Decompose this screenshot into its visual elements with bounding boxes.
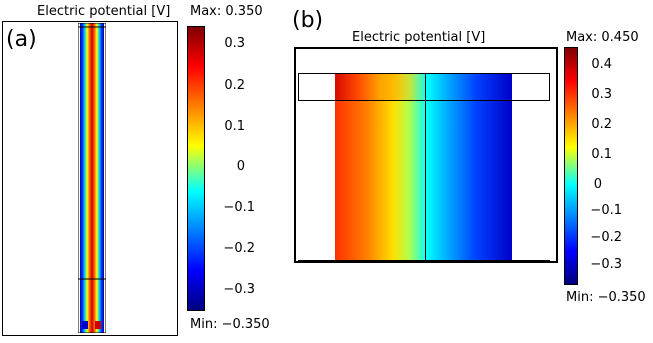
panel-b-ticks: 0.4 0.3 0.2 0.1 0 −0.1 −0.2 −0.3 (578, 47, 648, 285)
panel-b-field (298, 73, 550, 261)
panel-b-tick: 0.1 (591, 147, 612, 162)
panel-b-tick: 0.3 (591, 87, 612, 102)
panel-b-frame (294, 47, 558, 263)
panel-a-tick: −0.2 (223, 241, 255, 256)
panel-a-letter: (a) (6, 27, 37, 52)
panel-a-tick: 0.3 (224, 36, 245, 51)
panel-b-min-label: Min: −0.350 (566, 290, 646, 305)
panel-a-min-label: Min: −0.350 (190, 317, 270, 332)
panel-b-letter: (b) (292, 8, 324, 33)
panel-b-max-label: Max: 0.450 (566, 30, 639, 45)
panel-a-tick: −0.1 (223, 200, 255, 215)
panel-a-colorbar (187, 26, 205, 311)
panel-b-colorbar (564, 47, 578, 285)
panel-b-tick: −0.1 (590, 203, 622, 218)
panel-a-frame (2, 21, 178, 336)
panel-b-tick: 0 (593, 177, 602, 192)
panel-a-title: Electric potential [V] (37, 4, 171, 19)
panel-a-tick: −0.3 (223, 282, 255, 297)
panel-a-tick: 0.1 (224, 119, 245, 134)
panel-b-tick: −0.3 (590, 257, 622, 272)
panel-a-max-label: Max: 0.350 (190, 4, 263, 19)
panel-a-ticks: 0.3 0.2 0.1 0 −0.1 −0.2 −0.3 (205, 26, 265, 311)
panel-a-tick: 0 (236, 159, 245, 174)
panel-a-tick: 0.2 (224, 78, 245, 93)
panel-b-title: Electric potential [V] (352, 30, 486, 45)
panel-b-tick: 0.2 (591, 117, 612, 132)
panel-b-tick: 0.4 (591, 57, 612, 72)
panel-a-field (78, 23, 106, 333)
panel-b-tick: −0.2 (590, 230, 622, 245)
